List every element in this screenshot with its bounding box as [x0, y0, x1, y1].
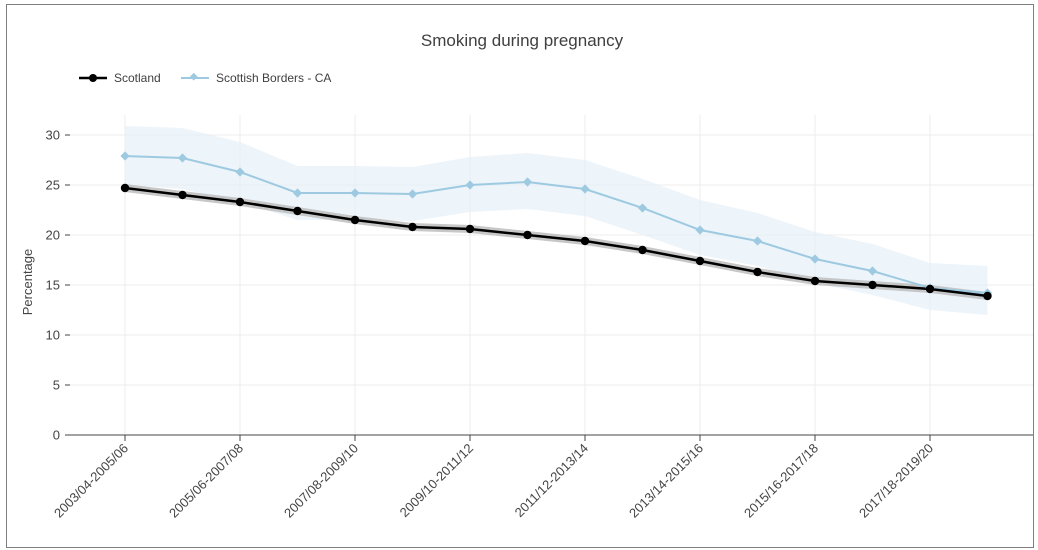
- series-markers: [120, 151, 993, 301]
- legend-label-scotland: Scotland: [114, 71, 161, 85]
- legend-item-scottish-borders[interactable]: Scottish Borders - CA: [181, 71, 331, 85]
- y-axis-title: Percentage: [20, 249, 35, 316]
- line-scotland: [124, 186, 988, 298]
- point-scotland[interactable]: [810, 276, 820, 286]
- y-tick-label: 20: [46, 228, 60, 243]
- y-tick-label: 30: [46, 128, 60, 143]
- point-scottish-borders[interactable]: [522, 177, 533, 187]
- ci-band-scottish-borders: [125, 126, 988, 315]
- x-tick-label: 2013/14-2015/16: [626, 441, 706, 521]
- point-scottish-borders[interactable]: [292, 188, 303, 198]
- chart-title: Smoking during pregnancy: [421, 31, 624, 50]
- point-scottish-borders[interactable]: [810, 254, 820, 264]
- x-tick-label: 2005/06-2007/08: [166, 441, 246, 521]
- x-tick-label: 2007/08-2009/10: [281, 441, 361, 521]
- line-scottish-borders: [124, 155, 988, 294]
- point-scotland[interactable]: [120, 183, 130, 193]
- point-scottish-borders[interactable]: [235, 167, 245, 177]
- legend-item-scotland[interactable]: Scotland: [79, 71, 161, 85]
- y-tick-labels: 0 5 10 15 20 25 30: [46, 128, 60, 443]
- point-scotland[interactable]: [580, 236, 590, 246]
- point-scotland[interactable]: [925, 284, 935, 294]
- legend-marker-scottish-borders: [189, 72, 198, 81]
- legend-marker-scotland: [89, 74, 97, 82]
- point-scottish-borders[interactable]: [120, 151, 130, 161]
- chart-frame: Smoking during pregnancy Scotland Scotti…: [6, 4, 1034, 548]
- point-scotland[interactable]: [465, 224, 475, 234]
- confidence-bands: [125, 126, 988, 315]
- y-tick-label: 25: [46, 178, 60, 193]
- point-scotland[interactable]: [753, 267, 762, 277]
- y-tick-label: 15: [46, 278, 60, 293]
- point-scottish-borders[interactable]: [695, 225, 705, 235]
- series-lines: [124, 155, 988, 298]
- point-scotland[interactable]: [293, 206, 302, 216]
- legend-label-scottish-borders: Scottish Borders - CA: [216, 71, 331, 85]
- point-scotland[interactable]: [178, 190, 187, 200]
- point-scottish-borders[interactable]: [177, 153, 188, 163]
- ci-band-scotland: [125, 184, 988, 300]
- legend: Scotland Scottish Borders - CA: [79, 71, 331, 85]
- line-chart: Smoking during pregnancy Scotland Scotti…: [20, 31, 1033, 521]
- point-scotland[interactable]: [523, 230, 532, 240]
- point-scotland[interactable]: [983, 291, 992, 301]
- x-tick-label: 2017/18-2019/20: [856, 441, 936, 521]
- point-scotland[interactable]: [638, 245, 647, 255]
- point-scottish-borders[interactable]: [465, 180, 475, 190]
- point-scottish-borders[interactable]: [637, 203, 648, 213]
- point-scottish-borders[interactable]: [407, 189, 418, 199]
- point-scotland[interactable]: [235, 197, 245, 207]
- point-scottish-borders[interactable]: [752, 236, 763, 246]
- axes: [65, 134, 1033, 441]
- x-tick-labels: 2003/04-2005/06 2005/06-2007/08 2007/08-20…: [51, 441, 936, 521]
- y-tick-label: 10: [46, 328, 60, 343]
- point-scottish-borders[interactable]: [350, 188, 360, 198]
- y-tick-label: 5: [53, 378, 60, 393]
- point-scottish-borders[interactable]: [580, 184, 590, 194]
- x-tick-label: 2015/16-2017/18: [741, 441, 821, 521]
- x-tick-label: 2009/10-2011/12: [397, 441, 476, 520]
- point-scottish-borders[interactable]: [867, 266, 878, 276]
- point-scotland[interactable]: [695, 256, 705, 266]
- y-tick-label: 0: [53, 428, 60, 443]
- x-tick-label: 2003/04-2005/06: [51, 441, 131, 521]
- point-scotland[interactable]: [350, 215, 360, 225]
- point-scotland[interactable]: [408, 222, 417, 232]
- point-scotland[interactable]: [868, 280, 877, 290]
- x-tick-label: 2011/12-2013/14: [512, 441, 591, 520]
